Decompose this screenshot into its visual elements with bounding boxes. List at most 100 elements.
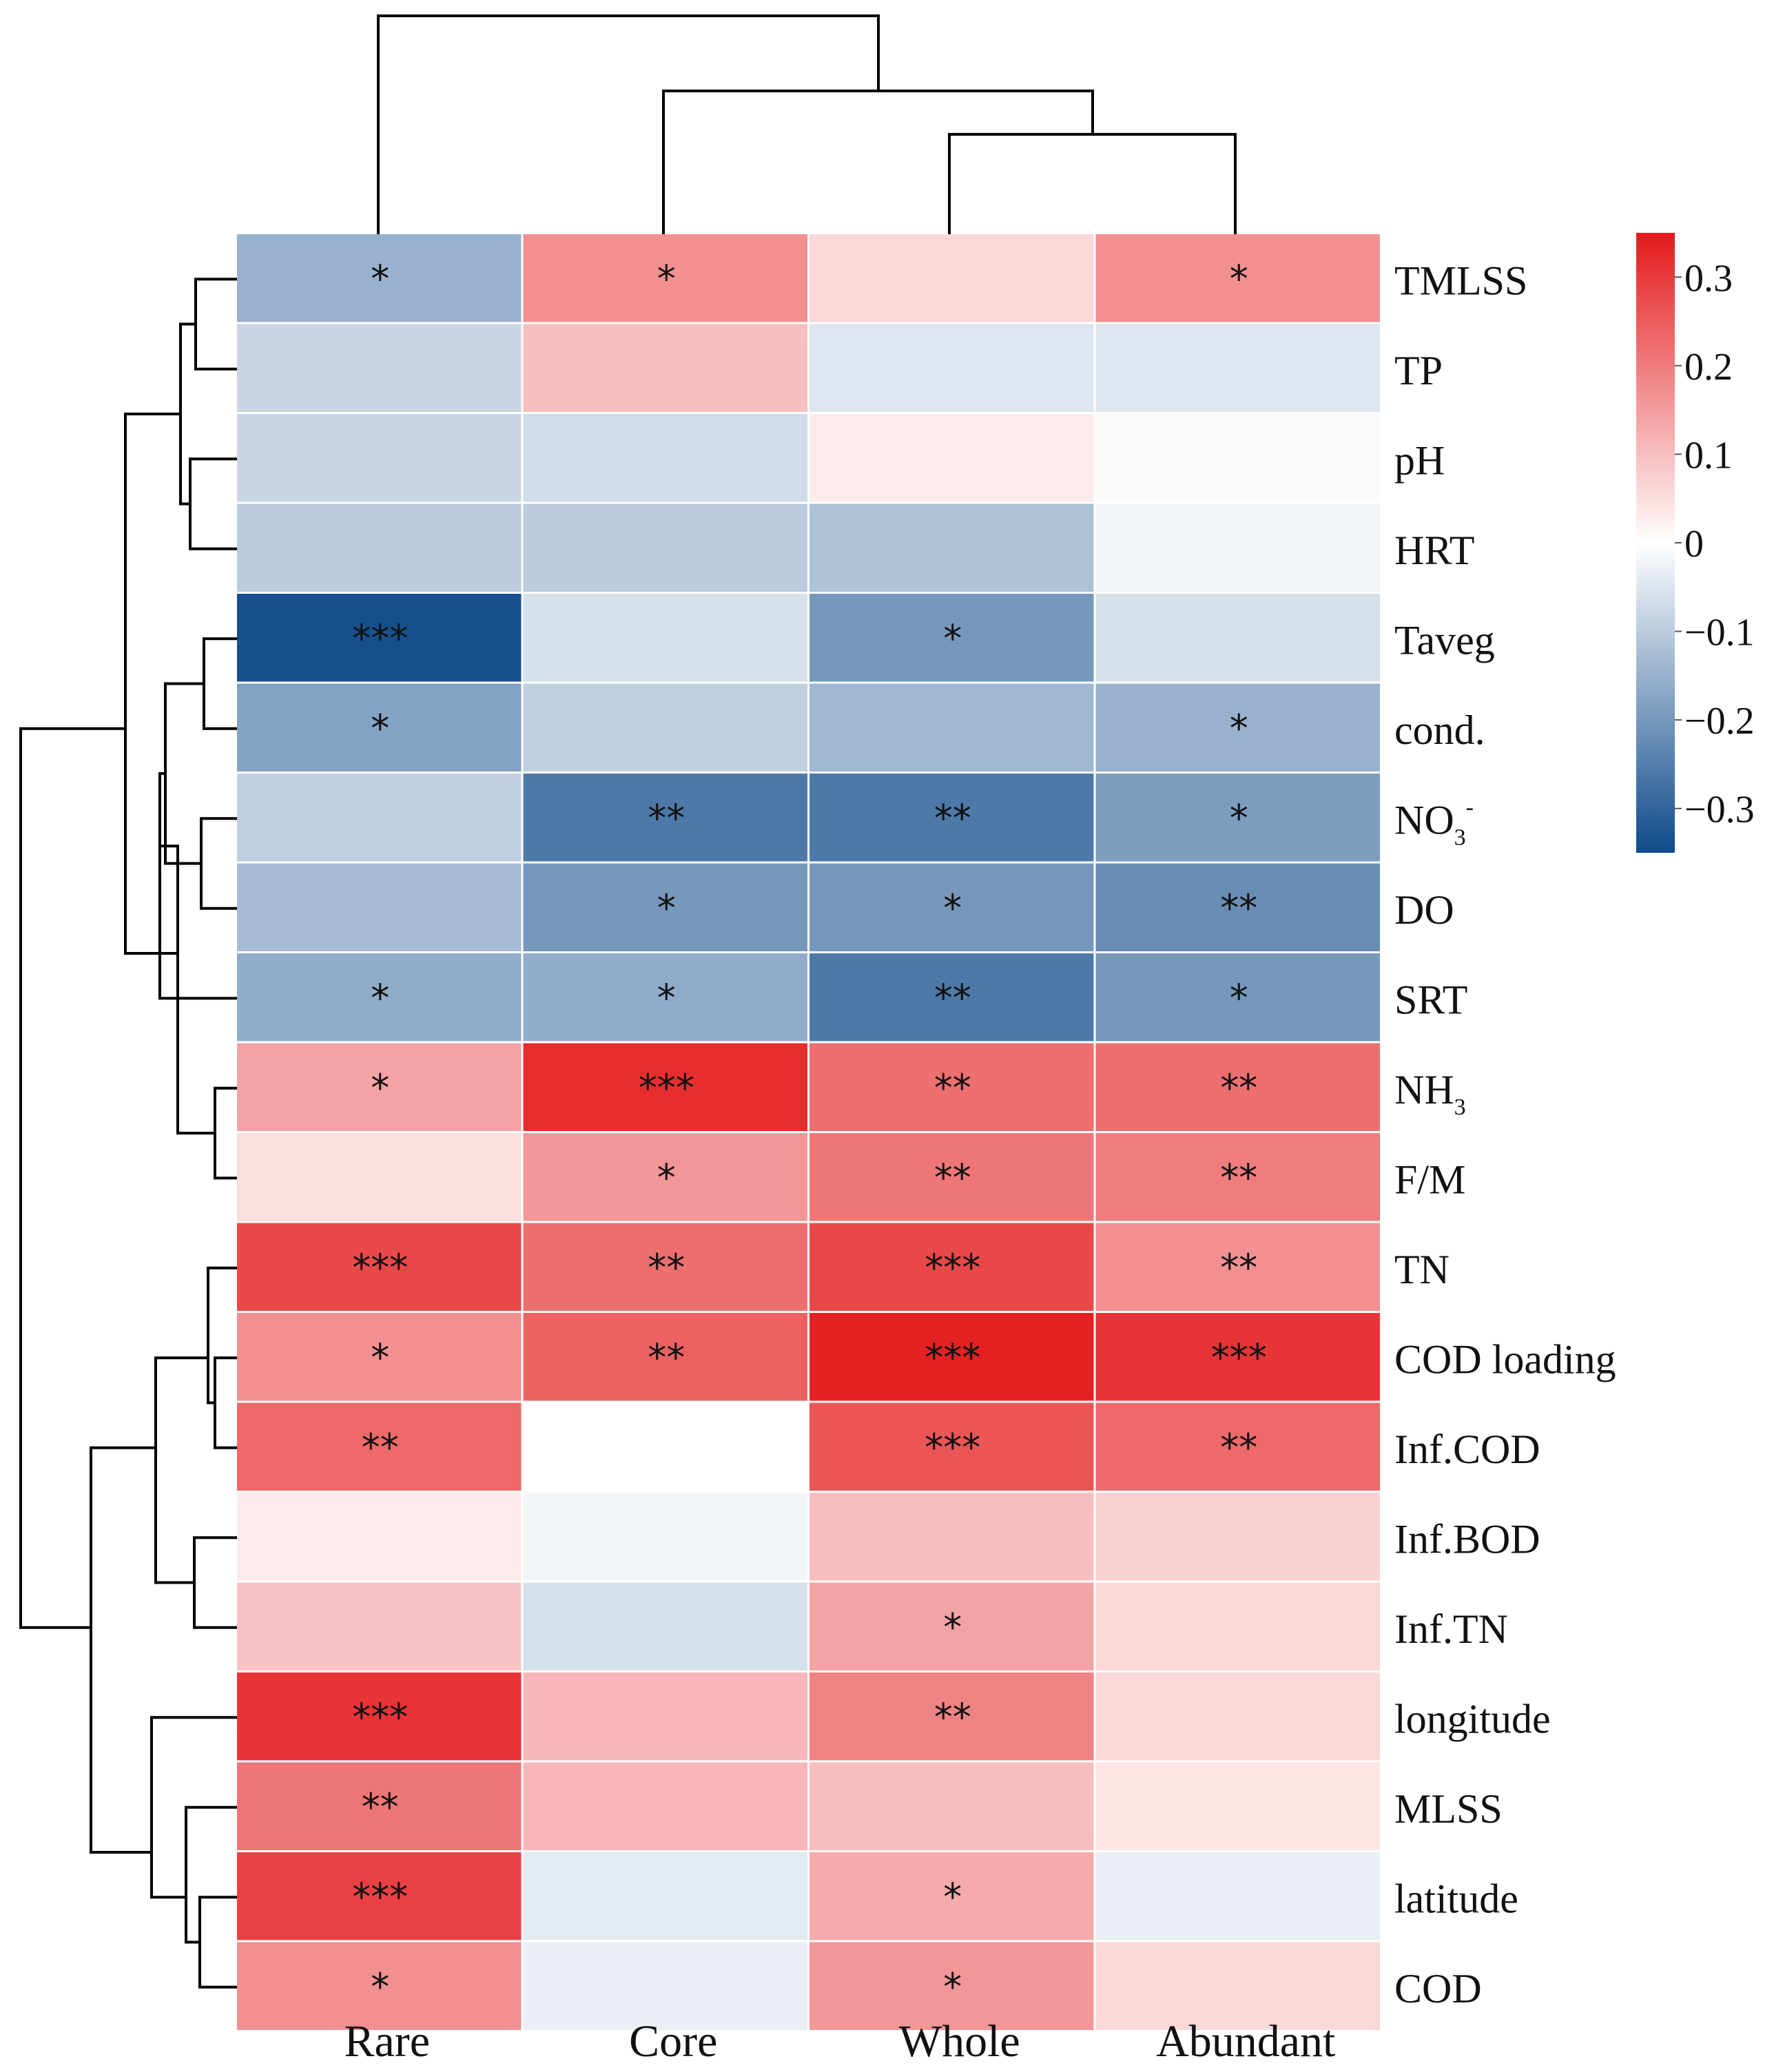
dendrogram-branch xyxy=(377,14,880,234)
significance-marker: * xyxy=(371,707,389,750)
significance-marker: ** xyxy=(1220,1156,1257,1199)
colorbar-tick-label: −0.2 xyxy=(1684,700,1755,743)
significance-marker: * xyxy=(657,1156,676,1199)
significance-marker: * xyxy=(943,1606,962,1649)
heatmap-cell xyxy=(237,414,522,502)
column-label: Rare xyxy=(344,2016,430,2066)
heatmap-cell xyxy=(523,1043,807,1131)
significance-marker: ** xyxy=(1220,1246,1257,1289)
heatmap-cell xyxy=(1095,504,1380,592)
significance-marker: *** xyxy=(352,1695,408,1739)
heatmap-cell xyxy=(1095,414,1380,502)
heatmap-cell xyxy=(523,1582,807,1670)
heatmap-cell xyxy=(809,1043,1094,1131)
column-labels: Rare Core Whole Abundant xyxy=(344,2016,1335,2066)
significance-marker: ** xyxy=(934,1066,971,1110)
colorbar-tick-label: 0.1 xyxy=(1684,434,1733,477)
colorbar-tick-label: 0.3 xyxy=(1684,257,1733,300)
dendrogram-branch xyxy=(185,1805,237,1944)
heatmap-cell xyxy=(809,504,1094,592)
heatmap-cell xyxy=(523,234,807,322)
heatmap-cells xyxy=(237,234,1380,2030)
row-label: TP xyxy=(1394,348,1443,393)
heatmap-cell xyxy=(809,1672,1094,1761)
heatmap-cell xyxy=(809,1493,1094,1581)
heatmap-cell xyxy=(237,1133,522,1221)
heatmap-cell xyxy=(523,1762,807,1850)
heatmap-cell xyxy=(809,594,1094,682)
dendrogram-branch xyxy=(662,90,1094,234)
colorbar-tick-label: −0.1 xyxy=(1684,612,1755,654)
row-label: NH3 xyxy=(1394,1067,1466,1120)
heatmap-cell xyxy=(1095,1942,1380,2030)
heatmap-cell xyxy=(237,863,522,951)
row-label: DO xyxy=(1394,887,1454,933)
significance-marker: *** xyxy=(925,1246,980,1289)
heatmap-cell xyxy=(1095,774,1380,862)
heatmap-cell xyxy=(523,774,807,862)
row-label: Inf.BOD xyxy=(1394,1516,1540,1562)
significance-marker: * xyxy=(1230,257,1248,300)
heatmap-cell xyxy=(1095,234,1380,322)
significance-marker: ** xyxy=(934,1695,971,1739)
significance-markers: * * **** ** *** ** ** * *** * ** ** *** ** *** ** ***** *… xyxy=(352,257,1267,2009)
heatmap-cell xyxy=(523,1133,807,1221)
significance-marker: * xyxy=(943,617,962,660)
dendrogram-branch xyxy=(160,845,215,1135)
heatmap-cell xyxy=(1095,683,1380,771)
heatmap-cell xyxy=(523,1223,807,1311)
row-label: Inf.TN xyxy=(1394,1606,1508,1652)
column-label: Abundant xyxy=(1156,2016,1335,2066)
heatmap-cell xyxy=(237,594,522,682)
dendrogram-branch xyxy=(158,772,237,1000)
significance-marker: ** xyxy=(362,1426,399,1469)
row-label: Inf.COD xyxy=(1394,1427,1540,1472)
significance-marker: * xyxy=(1230,707,1248,750)
row-label: SRT xyxy=(1394,977,1467,1022)
column-label: Whole xyxy=(899,2016,1020,2066)
heatmap-cell xyxy=(523,594,807,682)
heatmap-cell xyxy=(523,1942,807,2030)
heatmap-cell xyxy=(237,1582,522,1670)
heatmap-cell xyxy=(523,1313,807,1401)
row-label: pH xyxy=(1394,437,1445,483)
dendrogram-branch xyxy=(90,1446,156,1854)
row-dendrogram xyxy=(19,278,237,1989)
dendrogram-branch xyxy=(198,1896,237,1989)
significance-marker: * xyxy=(943,1875,962,1918)
row-label: TMLSS xyxy=(1394,258,1527,303)
heatmap-cell xyxy=(1095,1133,1380,1221)
significance-marker: ** xyxy=(1220,887,1257,930)
heatmap-cell xyxy=(809,1762,1094,1850)
heatmap-cell xyxy=(1095,1582,1380,1670)
significance-marker: * xyxy=(657,887,676,930)
heatmap-cell xyxy=(1095,1313,1380,1401)
heatmap-cell xyxy=(1095,594,1380,682)
significance-marker: *** xyxy=(639,1066,694,1110)
heatmap-cell xyxy=(1095,1223,1380,1311)
heatmap-cell xyxy=(809,324,1094,412)
significance-marker: * xyxy=(943,1965,962,2009)
dendrogram-branch xyxy=(124,413,181,955)
significance-marker: * xyxy=(371,976,389,1019)
heatmap-cell xyxy=(237,1672,522,1761)
heatmap-cell xyxy=(523,863,807,951)
significance-marker: * xyxy=(371,1965,389,2009)
heatmap-cell xyxy=(523,504,807,592)
column-label: Core xyxy=(629,2016,717,2066)
heatmap-cell xyxy=(809,683,1094,771)
heatmap-cell xyxy=(237,504,522,592)
significance-marker: *** xyxy=(925,1336,980,1379)
significance-marker: * xyxy=(1230,796,1248,840)
significance-marker: ** xyxy=(1220,1066,1257,1110)
heatmap-cell xyxy=(523,1402,807,1491)
dendrogram-branch xyxy=(150,1716,237,1899)
heatmap-cell xyxy=(809,1313,1094,1401)
heatmap-cell xyxy=(809,234,1094,322)
heatmap-cell xyxy=(809,1582,1094,1670)
heatmap-cell xyxy=(237,1762,522,1850)
row-label: MLSS xyxy=(1394,1786,1503,1832)
dendrogram-branch xyxy=(164,682,204,865)
significance-marker: * xyxy=(371,257,389,300)
significance-marker: * xyxy=(657,976,676,1019)
